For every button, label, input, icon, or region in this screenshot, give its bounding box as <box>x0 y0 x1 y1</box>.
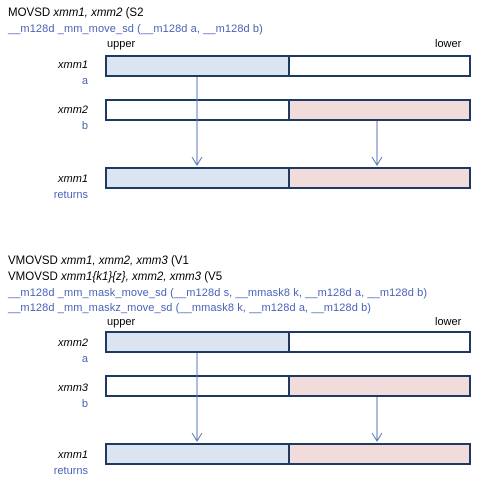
arrowhead <box>191 156 203 166</box>
lower-half <box>290 377 469 395</box>
lower-label: lower <box>435 316 462 328</box>
lower-label: lower <box>435 38 462 50</box>
register-name: xmm1 <box>58 173 88 185</box>
register-box-xmm2-b <box>105 99 471 121</box>
upper-half <box>107 101 290 119</box>
register-box-xmm1-a <box>105 55 471 77</box>
upper-half <box>107 445 290 463</box>
variable-name: a <box>81 353 88 365</box>
upper-label: upper <box>107 38 136 50</box>
lower-half <box>290 57 469 75</box>
upper-half <box>107 57 290 75</box>
vmovsd-heading-2: VMOVSD xmm1{k1}{z}, xmm2, xmm3 (V5 <box>8 271 223 283</box>
mask-move-sd-signature: __m128d _mm_mask_move_sd (__m128d s, __m… <box>8 287 428 299</box>
upper-half <box>107 377 290 395</box>
arrowhead <box>371 432 383 442</box>
upper-half <box>107 169 290 187</box>
register-name: xmm2 <box>58 104 88 116</box>
register-box-xmm1-returns <box>105 443 471 465</box>
maskz-move-sd-signature: __m128d _mm_maskz_move_sd (__mmask8 k, _… <box>8 302 372 314</box>
lower-half <box>290 445 469 463</box>
register-name: xmm1 <box>58 449 88 461</box>
arrowhead <box>191 432 203 442</box>
variable-name: b <box>81 398 88 410</box>
register-box-xmm2-a <box>105 331 471 353</box>
register-name: xmm3 <box>58 382 88 394</box>
move-sd-signature: __m128d _mm_move_sd (__m128d a, __m128d … <box>8 23 263 35</box>
register-box-xmm1-returns <box>105 167 471 189</box>
register-box-xmm3-b <box>105 375 471 397</box>
lower-half <box>290 101 469 119</box>
movsd-heading: MOVSD xmm1, xmm2 (S2 <box>8 7 144 19</box>
upper-label: upper <box>107 316 136 328</box>
variable-name: returns <box>53 465 88 477</box>
register-name: xmm2 <box>58 337 88 349</box>
arrowhead <box>371 156 383 166</box>
variable-name: a <box>81 75 88 87</box>
upper-half <box>107 333 290 351</box>
register-name: xmm1 <box>58 59 88 71</box>
variable-name: b <box>81 120 88 132</box>
vmovsd-heading-1: VMOVSD xmm1, xmm2, xmm3 (V1 <box>8 255 189 267</box>
variable-name: returns <box>53 189 88 201</box>
lower-half <box>290 169 469 187</box>
lower-half <box>290 333 469 351</box>
